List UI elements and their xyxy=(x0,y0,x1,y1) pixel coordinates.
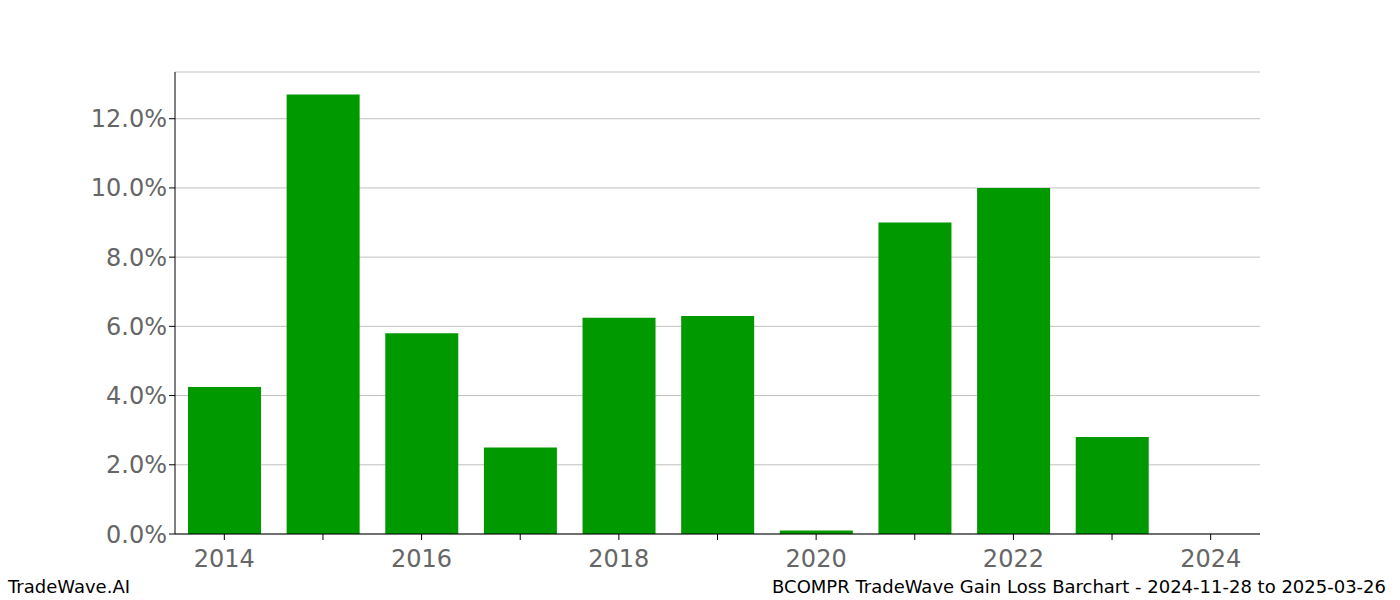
html-text:BCOMPR TradeWave Gain Loss Bar: BCOMPR TradeWave Gain Loss Barchart - 20… xyxy=(772,576,1386,597)
svg-text:8.0%: 8.0% xyxy=(106,244,167,272)
svg-text:2014: 2014 xyxy=(194,545,255,573)
svg-text:2018: 2018 xyxy=(588,545,649,573)
svg-text:12.0%: 12.0% xyxy=(91,105,167,133)
svg-text:4.0%: 4.0% xyxy=(106,382,167,410)
svg-text:2022: 2022 xyxy=(983,545,1044,573)
svg-text:2020: 2020 xyxy=(786,545,847,573)
svg-text:2016: 2016 xyxy=(391,545,452,573)
svg-text:0.0%: 0.0% xyxy=(106,521,167,549)
html-text:TradeWave.AI: TradeWave.AI xyxy=(8,576,130,597)
svg-text:2024: 2024 xyxy=(1180,545,1241,573)
svg-text:6.0%: 6.0% xyxy=(106,313,167,341)
svg-text:2.0%: 2.0% xyxy=(106,451,167,479)
svg-text:10.0%: 10.0% xyxy=(91,174,167,202)
